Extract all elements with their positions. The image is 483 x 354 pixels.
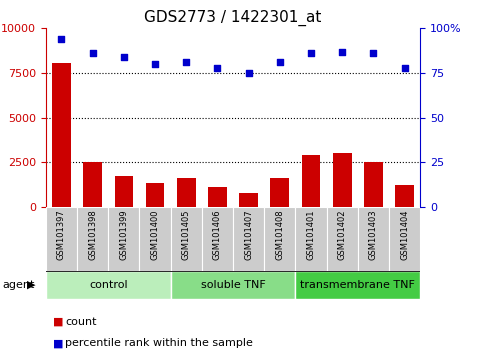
Bar <box>233 207 264 271</box>
Text: GSM101399: GSM101399 <box>119 209 128 259</box>
Bar <box>114 176 133 207</box>
Bar <box>140 207 170 271</box>
Bar <box>170 271 296 299</box>
Point <box>57 36 65 42</box>
Text: GSM101401: GSM101401 <box>307 209 315 259</box>
Bar <box>208 187 227 207</box>
Bar <box>170 207 202 271</box>
Title: GDS2773 / 1422301_at: GDS2773 / 1422301_at <box>144 9 322 25</box>
Bar <box>177 178 196 207</box>
Point <box>120 54 128 60</box>
Bar <box>46 271 170 299</box>
Text: agent: agent <box>2 280 35 290</box>
Bar <box>333 153 352 207</box>
Point <box>183 59 190 65</box>
Bar <box>302 155 320 207</box>
Text: GSM101400: GSM101400 <box>151 209 159 259</box>
Point <box>369 51 377 56</box>
Point <box>89 51 97 56</box>
Bar <box>52 63 71 207</box>
Bar <box>296 271 420 299</box>
Text: percentile rank within the sample: percentile rank within the sample <box>65 338 253 348</box>
Bar <box>202 207 233 271</box>
Text: GSM101402: GSM101402 <box>338 209 347 259</box>
Text: GSM101403: GSM101403 <box>369 209 378 259</box>
Text: ■: ■ <box>53 338 64 348</box>
Text: GSM101408: GSM101408 <box>275 209 284 259</box>
Bar <box>358 207 389 271</box>
Text: GSM101405: GSM101405 <box>182 209 191 259</box>
Bar <box>296 207 327 271</box>
Bar <box>395 185 414 207</box>
Point <box>151 61 159 67</box>
Point <box>307 51 315 56</box>
Bar <box>364 161 383 207</box>
Point <box>245 70 253 76</box>
Bar <box>77 207 108 271</box>
Text: soluble TNF: soluble TNF <box>200 280 266 290</box>
Bar <box>264 207 296 271</box>
Bar <box>270 178 289 207</box>
Text: transmembrane TNF: transmembrane TNF <box>300 280 415 290</box>
Text: control: control <box>89 280 128 290</box>
Point <box>339 49 346 55</box>
Bar <box>239 193 258 207</box>
Text: count: count <box>65 317 97 327</box>
Text: GSM101404: GSM101404 <box>400 209 409 259</box>
Bar <box>327 207 358 271</box>
Bar <box>84 161 102 207</box>
Point <box>213 65 221 70</box>
Bar <box>146 183 164 207</box>
Text: GSM101406: GSM101406 <box>213 209 222 259</box>
Bar <box>108 207 140 271</box>
Point <box>401 65 409 70</box>
Point <box>276 59 284 65</box>
Text: GSM101398: GSM101398 <box>88 209 97 260</box>
Text: GSM101407: GSM101407 <box>244 209 253 259</box>
Bar <box>46 207 77 271</box>
Bar <box>389 207 420 271</box>
Text: ■: ■ <box>53 317 64 327</box>
Text: ▶: ▶ <box>27 280 35 290</box>
Text: GSM101397: GSM101397 <box>57 209 66 260</box>
